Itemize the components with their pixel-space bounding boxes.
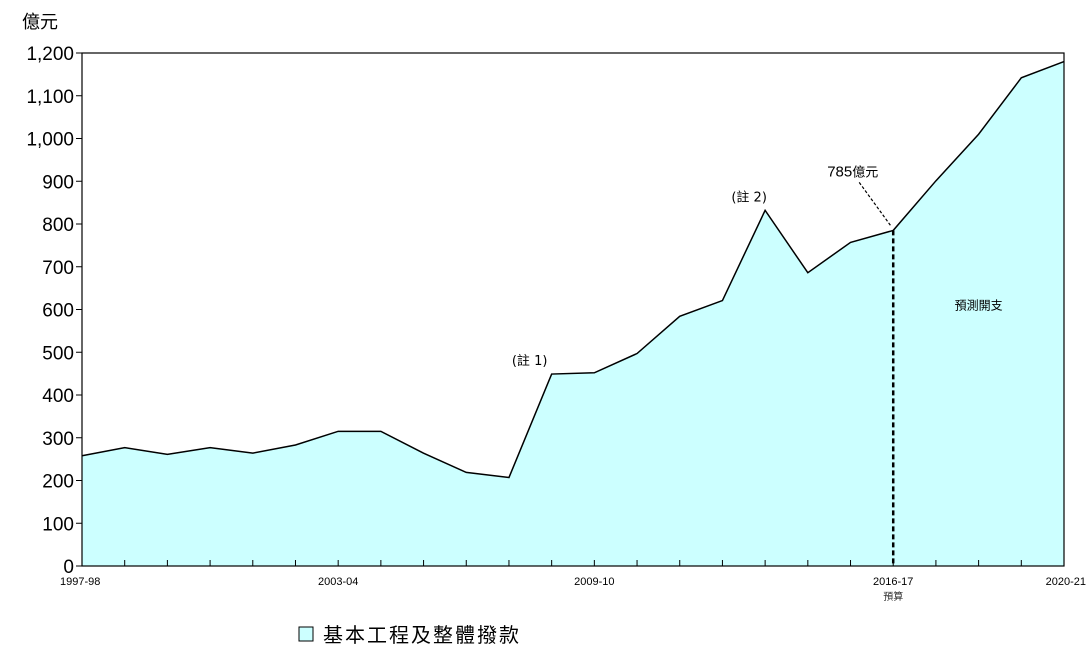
legend-label: 基本工程及整體撥款 [323,623,521,645]
x-tick-label: 1997-98 [60,576,100,588]
y-tick-label: 0 [63,557,74,578]
y-tick-label: 1,200 [26,44,74,65]
y-tick-label: 200 [42,472,74,493]
legend: 基本工程及整體撥款 [298,623,521,645]
callout-unit: 億元 [852,164,878,180]
callout-label: 785億元 [827,163,878,180]
y-tick-label: 900 [42,172,74,193]
series-line [81,60,1065,479]
y-tick-label: 1,100 [26,87,74,108]
x-tick-label: 2016-17 [873,576,913,588]
area-layer [81,60,1065,567]
y-axis: 0 100 200 300 400 500 600 700 800 900 1,000 1,100 1,… [26,44,82,578]
x-tick-label: 2020-21 [1046,576,1086,588]
area-fill [82,61,1064,567]
y-tick-label: 400 [42,386,74,407]
y-tick-label: 600 [42,301,74,322]
x-tick-sublabel: 預算 [883,590,903,603]
callout-leader [858,182,892,227]
callout-value: 785 [827,163,852,180]
y-tick-label: 500 [42,343,74,364]
y-axis-unit-label: 億元 [22,12,58,32]
y-tick-label: 800 [42,215,74,236]
y-tick-label: 1,000 [26,130,74,151]
note-label: (註 2) [731,190,767,205]
x-tick-label: 2003-04 [318,576,358,588]
legend-swatch [298,626,314,642]
y-tick-label: 300 [42,429,74,450]
y-tick-label: 100 [42,514,74,535]
y-tick-label: 700 [42,258,74,279]
note-label: (註 1) [512,354,548,369]
x-tick-label: 2009-10 [574,576,614,588]
x-axis: 1997-98 2003-04 2009-10 2016-17 預算 2020-21 [60,560,1086,603]
forecast-label: 預測開支 [955,299,1003,313]
